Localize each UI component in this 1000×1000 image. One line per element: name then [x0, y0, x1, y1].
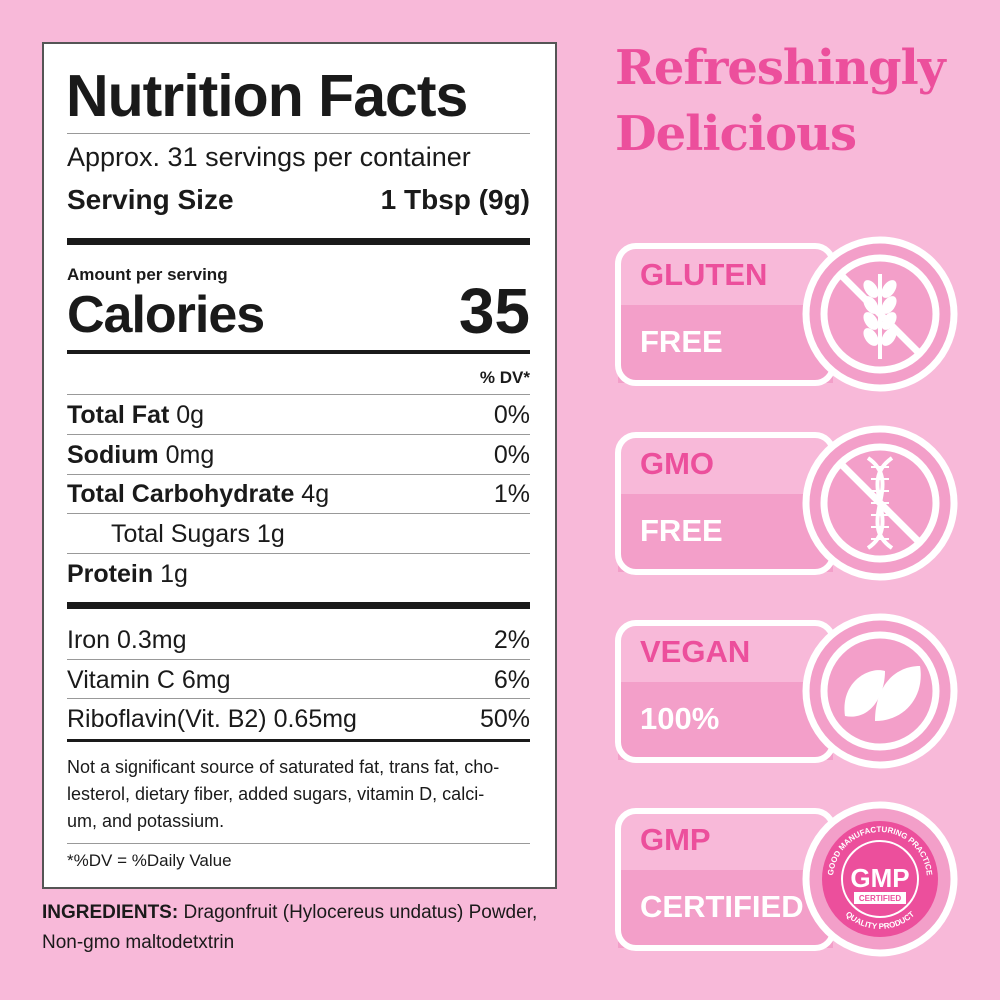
wheat-grain — [863, 328, 879, 346]
rule — [67, 659, 530, 660]
footnote: lesterol, dietary fiber, added sugars, v… — [67, 784, 485, 804]
badge-ring — [820, 254, 940, 374]
nutrient-name: Total Sugars 1g — [111, 520, 285, 548]
seal-ribbon — [854, 892, 906, 904]
leaf — [875, 666, 921, 721]
badge-bottom: FREE — [640, 324, 723, 359]
rule — [67, 434, 530, 435]
serving-size-label: Serving Size — [67, 184, 234, 215]
seal — [822, 821, 938, 937]
rule — [67, 133, 530, 134]
rule — [67, 513, 530, 514]
leaf — [844, 670, 885, 717]
wheat-grain — [881, 312, 897, 330]
badge-band — [618, 494, 833, 572]
badge-ring — [820, 443, 940, 563]
vitamin-dv: 2% — [493, 626, 530, 654]
nutrient-dv: 0% — [493, 441, 530, 469]
dv-header: % DV* — [479, 368, 530, 387]
vitamin-dv: 6% — [493, 666, 530, 694]
nutrient-dv: 1% — [493, 480, 530, 508]
wheat-grain — [881, 280, 897, 298]
ingredients-text: Dragonfruit (Hylocereus undatus) Powder, — [183, 902, 538, 923]
amount-per-serving: Amount per serving — [67, 265, 228, 284]
nutrient-name: Protein — [67, 560, 154, 588]
badge-top: GLUTEN — [640, 257, 768, 292]
ingredients-text: Non-gmo maltodetxtrin — [42, 932, 235, 953]
badge-band — [618, 305, 833, 383]
badge-band — [618, 682, 833, 760]
serving-size: 1 Tbsp (9g) — [380, 184, 530, 215]
dv-note: *%DV = %Daily Value — [67, 851, 232, 870]
wheat-grain — [863, 296, 879, 314]
wheat-grain — [881, 296, 897, 314]
rule — [67, 843, 530, 844]
seal-inner — [841, 840, 919, 918]
rule — [67, 553, 530, 554]
nutrient-amount: 1g — [160, 560, 188, 588]
badge-top: GMO — [640, 446, 715, 481]
nutrient: Sodium 0mg — [67, 441, 214, 470]
vitamin: Vitamin C 6mg — [67, 666, 231, 694]
badge-top: VEGAN — [640, 634, 751, 669]
badge-ring — [820, 631, 940, 751]
vitamin-dv: 50% — [479, 705, 530, 733]
heading: Refreshingly — [615, 40, 946, 96]
heading: Delicious — [615, 106, 857, 162]
ingredients-label: INGREDIENTS: — [42, 902, 179, 923]
rule — [67, 350, 530, 354]
nutrient-dv: 0% — [493, 401, 530, 429]
nutrient-name: Sodium — [67, 441, 159, 469]
badge-bottom: CERTIFIED — [640, 889, 804, 924]
rule — [67, 602, 530, 609]
seal-center: GMP — [850, 863, 909, 893]
title: Nutrition Facts — [66, 63, 468, 129]
calories: 35 — [458, 275, 530, 347]
badge-band — [618, 870, 833, 948]
nutrient: Total Carbohydrate 4g — [67, 480, 329, 509]
ingredients: INGREDIENTS: Dragonfruit (Hylocereus und… — [42, 902, 537, 924]
wheat-grain — [863, 312, 879, 330]
badge-top: GMP — [640, 822, 711, 857]
rule — [67, 474, 530, 475]
servings: Approx. 31 servings per container — [67, 142, 471, 172]
vitamin: Riboflavin(Vit. B2) 0.65mg — [67, 705, 357, 733]
rule — [67, 238, 530, 245]
wheat-grain — [863, 280, 879, 298]
seal-sub: CERTIFIED — [859, 894, 901, 903]
nutrient: Protein 1g — [67, 560, 188, 589]
footnote: Not a significant source of saturated fa… — [67, 757, 500, 777]
calories-label: Calories — [67, 286, 265, 344]
rule — [67, 394, 530, 395]
rule — [67, 698, 530, 699]
nutrient-name: Total Carbohydrate — [67, 480, 295, 508]
wheat-grain — [881, 328, 897, 346]
nutrient-amount: 4g — [301, 480, 330, 508]
nutrient: Total Fat 0g — [67, 401, 204, 430]
nutrient-name: Total Fat — [67, 401, 170, 429]
vitamin: Iron 0.3mg — [67, 626, 187, 654]
badge-bottom: FREE — [640, 513, 723, 548]
badge-bottom: 100% — [640, 701, 720, 736]
nutrient-amount: 0g — [176, 401, 205, 429]
nutrition-panel — [42, 42, 557, 889]
rule — [67, 739, 530, 742]
nutrient-amount: 0mg — [165, 441, 215, 469]
footnote: um, and potassium. — [67, 811, 225, 831]
